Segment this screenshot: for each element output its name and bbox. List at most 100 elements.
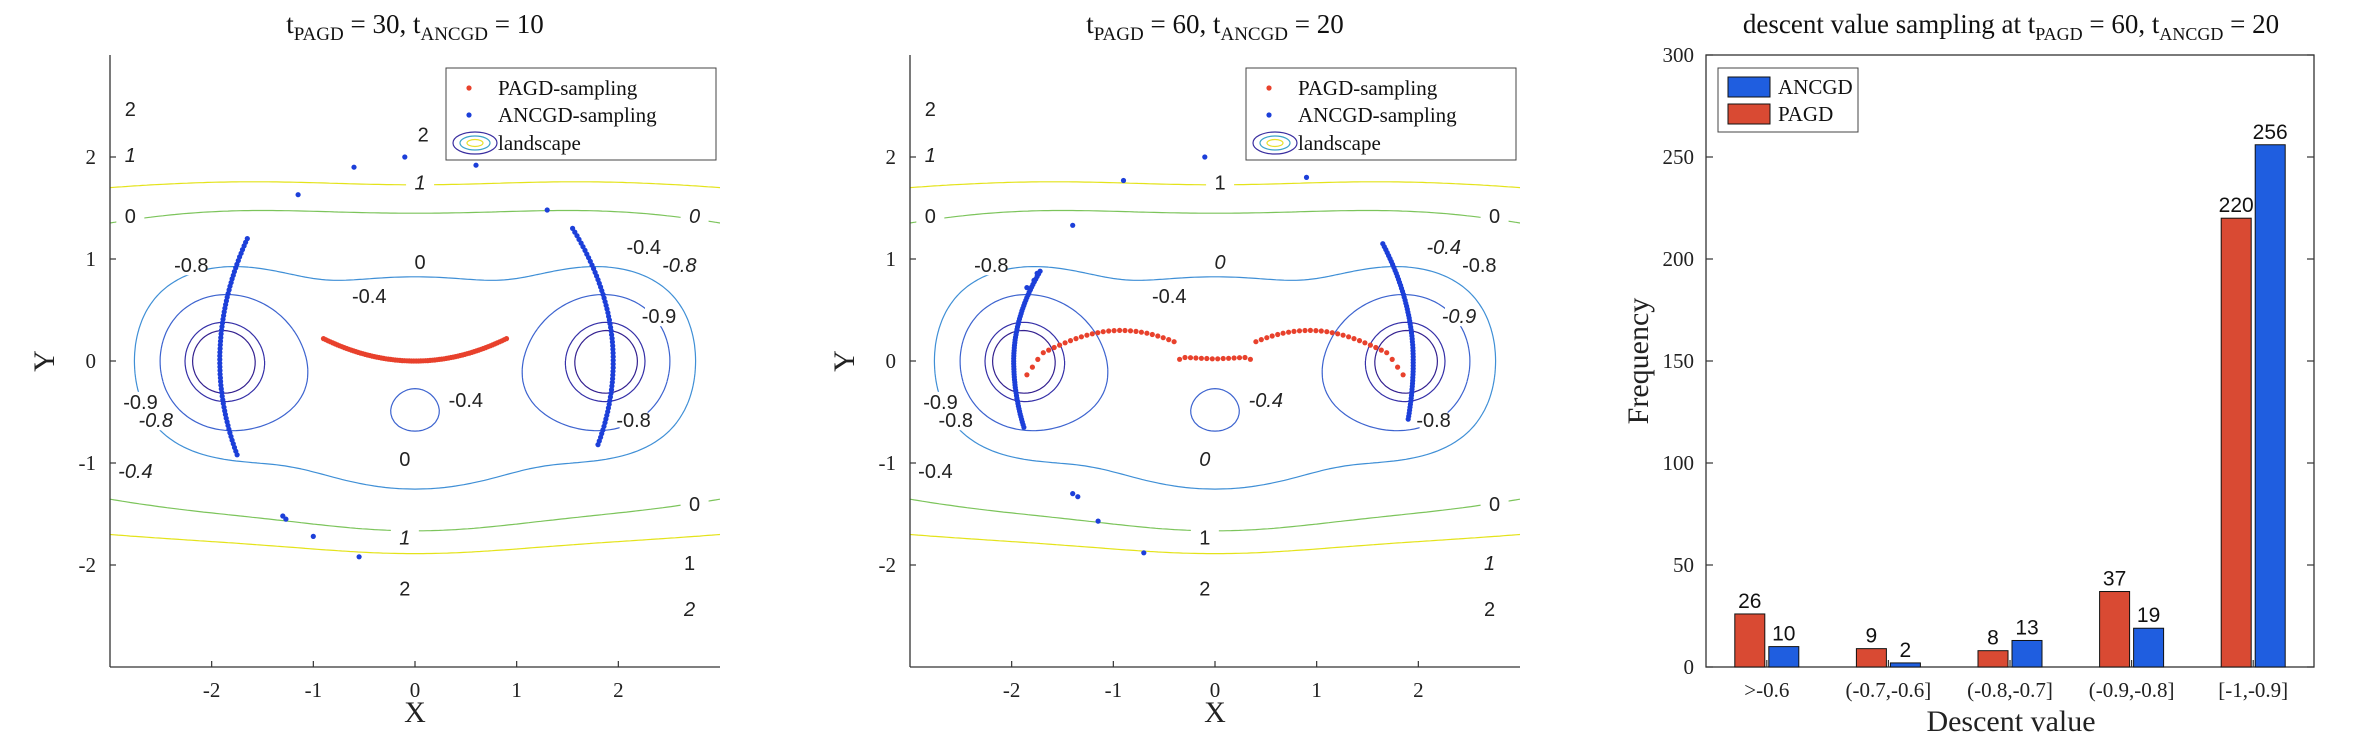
y-tick-label: 2: [86, 145, 97, 169]
pagd-point: [1133, 328, 1139, 334]
contour-label-bg: [177, 255, 206, 276]
pagd-point: [1318, 328, 1324, 334]
contour-label: 2: [925, 99, 936, 121]
contour-label-bg: [116, 99, 145, 120]
pagd-point: [1236, 355, 1243, 361]
x-tick-label: -2: [203, 678, 221, 702]
legend-landscape-label: landscape: [498, 131, 581, 155]
ancgd-point: [1024, 285, 1030, 291]
ancgd-point: [351, 164, 357, 170]
ancgd-point: [1021, 424, 1027, 430]
pagd-point: [1149, 331, 1155, 338]
contour-label: -0.8: [662, 255, 696, 277]
pagd-point: [1231, 355, 1237, 361]
pagd-point: [1215, 356, 1221, 362]
x-tick-label: 0: [410, 678, 421, 702]
legend-landscape-icon: [1252, 131, 1298, 155]
pagd-point: [1307, 327, 1313, 333]
x-tick-label: 2: [1413, 678, 1424, 702]
x-axis-label: X: [404, 696, 426, 729]
contour-label-bg: [977, 255, 1006, 276]
pagd-point: [1155, 333, 1161, 339]
panel-title: tPAGD = 30, tANCGD = 10: [286, 9, 544, 45]
y-tick-label: -1: [879, 451, 897, 475]
contour-label-bg: [406, 172, 435, 193]
pagd-point: [1046, 347, 1052, 353]
ancgd-point: [1075, 494, 1081, 500]
contour-label: 1: [1215, 173, 1226, 195]
contour-label: 0: [399, 449, 410, 471]
contour-label: -0.9: [642, 306, 676, 328]
contour-label: 1: [684, 553, 695, 575]
ancgd-point: [283, 516, 289, 522]
contour-label: -0.8: [939, 410, 973, 432]
contour-label-bg: [680, 206, 709, 227]
pagd-point: [1346, 334, 1352, 340]
legend-pagd-marker: [466, 85, 472, 91]
legend: ANCGD PAGD: [1717, 67, 1859, 133]
pagd-point: [1362, 340, 1368, 346]
y-tick-label: 100: [1663, 451, 1695, 475]
pagd-point: [1095, 330, 1101, 336]
sampling-points: [217, 154, 616, 560]
legend-ancgd-swatch: [1727, 76, 1771, 98]
pagd-point: [1160, 335, 1166, 341]
legend-ancgd-marker: [466, 112, 472, 118]
contour-label-bg: [1190, 578, 1219, 599]
x-ticks: >-0.6 (-0.7,-0.6] (-0.8,-0.7] (-0.9,-0.8] [-…: [1744, 660, 2288, 702]
pagd-point: [1329, 330, 1335, 336]
pagd-point: [1264, 335, 1270, 341]
bar-ancgd: [2133, 627, 2165, 668]
ancgd-point: [217, 356, 223, 363]
pagd-point: [1247, 356, 1253, 362]
contour-label-bg: [451, 389, 480, 410]
ancgd-point: [610, 354, 616, 360]
contour-label: 1: [1199, 528, 1210, 550]
pagd-point: [1106, 328, 1112, 334]
bar-pagd: [2220, 217, 2252, 668]
ancgd-point: [609, 339, 616, 345]
ancgd-point: [1031, 277, 1037, 283]
pagd-point: [1209, 356, 1215, 362]
pagd-point: [1100, 329, 1106, 335]
ancgd-point: [1034, 270, 1040, 276]
y-tick-label: 2: [886, 145, 897, 169]
contour-label-bg: [1251, 389, 1280, 410]
bar-value-label: 9: [1866, 625, 1878, 648]
contour-label-bg: [926, 391, 955, 412]
pagd-point: [1078, 334, 1084, 340]
pagd-point: [1067, 338, 1074, 344]
ancgd-point: [1303, 174, 1310, 180]
y-tick-label: 250: [1663, 145, 1695, 169]
ancgd-point: [218, 378, 224, 385]
ancgd-point: [217, 342, 223, 348]
legend-ancgd-marker: [1266, 112, 1272, 118]
pagd-point: [1062, 340, 1068, 346]
pagd-point: [1280, 330, 1286, 336]
contour-label-bg: [116, 145, 145, 165]
y-tick-label: 200: [1663, 247, 1695, 271]
contour-label-bg: [1465, 255, 1494, 276]
contour-label: 2: [1199, 579, 1210, 601]
ancgd-point: [1070, 491, 1076, 497]
y-tick-label: 0: [886, 349, 897, 373]
pagd-point: [1351, 336, 1357, 342]
pagd-point: [1226, 355, 1232, 361]
pagd-point: [1275, 331, 1281, 338]
x-ticks: -2 -1 0 1 2: [203, 661, 624, 702]
y-tick-label: 150: [1663, 349, 1695, 373]
title-sub: PAGD: [1094, 24, 1144, 45]
x-tick-label: 1: [1311, 678, 1322, 702]
legend-landscape-label: landscape: [1298, 131, 1381, 155]
y-tick-label: 300: [1663, 43, 1695, 67]
ancgd-point: [217, 360, 223, 366]
contour-label: -0.8: [1462, 255, 1496, 277]
bar-ancgd: [2254, 144, 2286, 668]
title-part: = 60, t: [2083, 9, 2160, 39]
pagd-point: [1340, 332, 1346, 338]
title-part: descent value sampling at t: [1743, 9, 2036, 39]
legend-ancgd-label: ANCGD: [1778, 75, 1853, 99]
bar-pagd: [1855, 648, 1887, 668]
